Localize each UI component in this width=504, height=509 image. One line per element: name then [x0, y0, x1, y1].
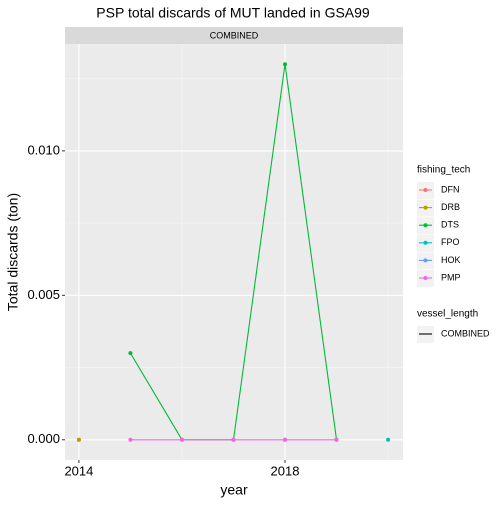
legend-point — [423, 240, 428, 245]
chart-title: PSP total discards of MUT landed in GSA9… — [96, 5, 370, 21]
legend-label: DFN — [441, 184, 460, 194]
legend-point — [423, 205, 428, 210]
y-tick-label: 0.005 — [27, 287, 60, 302]
panel — [65, 44, 403, 460]
legend-label: PMP — [441, 272, 461, 282]
legend-label: COMBINED — [441, 328, 490, 338]
data-point — [231, 437, 236, 442]
data-point — [283, 437, 288, 442]
facet-label: COMBINED — [210, 30, 259, 40]
legend-point — [423, 276, 428, 280]
legend-label: FPO — [441, 237, 460, 247]
legend-label: DTS — [441, 220, 459, 230]
data-point — [386, 437, 391, 442]
data-point — [179, 437, 184, 442]
x-tick-label: 2018 — [271, 463, 300, 478]
data-point — [283, 62, 288, 67]
x-tick-label: 2014 — [64, 463, 93, 478]
data-point — [334, 437, 339, 442]
facet-strip — [65, 27, 403, 44]
data-point — [128, 351, 133, 356]
legend-title: fishing_tech — [417, 165, 470, 176]
legend-point — [423, 258, 428, 263]
y-axis-label: Total discards (ton) — [5, 193, 21, 311]
x-axis-label: year — [220, 482, 248, 498]
legend-point — [423, 188, 428, 192]
y-tick-label: 0.010 — [27, 142, 60, 157]
legend-point — [423, 223, 428, 228]
legend-label: DRB — [441, 202, 460, 212]
data-point — [76, 437, 81, 442]
legend-label: HOK — [441, 255, 461, 265]
legend-title: vessel_length — [417, 309, 478, 320]
data-point — [128, 437, 133, 442]
y-tick-label: 0.000 — [27, 431, 60, 446]
